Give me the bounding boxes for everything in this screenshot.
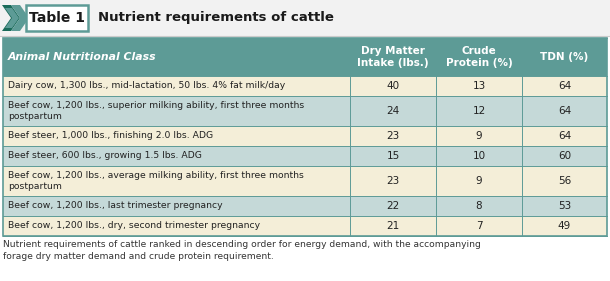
Polygon shape [11,5,29,31]
Text: 40: 40 [387,81,400,91]
Text: 64: 64 [558,106,571,116]
Text: 53: 53 [558,201,571,211]
Polygon shape [2,5,20,31]
Text: Crude
Protein (%): Crude Protein (%) [445,46,512,68]
Text: Table 1: Table 1 [29,11,85,25]
Text: Dry Matter
Intake (lbs.): Dry Matter Intake (lbs.) [357,46,429,68]
Text: 7: 7 [476,221,483,231]
Bar [3,38,607,236]
Text: 22: 22 [387,201,400,211]
Text: Beef steer, 1,000 lbs., finishing 2.0 lbs. ADG: Beef steer, 1,000 lbs., finishing 2.0 lb… [8,132,213,140]
Bar [3,76,607,96]
Bar [3,126,607,146]
Text: Beef cow, 1,200 lbs., superior milking ability, first three months
postpartum: Beef cow, 1,200 lbs., superior milking a… [8,101,304,121]
Text: 23: 23 [387,176,400,186]
Text: Dairy cow, 1,300 lbs., mid-lactation, 50 lbs. 4% fat milk/day: Dairy cow, 1,300 lbs., mid-lactation, 50… [8,81,285,90]
FancyBboxPatch shape [26,5,88,31]
Text: Animal Nutritional Class: Animal Nutritional Class [8,52,157,62]
Text: 8: 8 [476,201,483,211]
Text: 23: 23 [387,131,400,141]
Bar [3,96,607,126]
Text: 64: 64 [558,81,571,91]
Text: Beef cow, 1,200 lbs., average milking ability, first three months
postpartum: Beef cow, 1,200 lbs., average milking ab… [8,171,304,191]
Bar [3,146,607,166]
Text: 24: 24 [387,106,400,116]
Text: 64: 64 [558,131,571,141]
Text: 12: 12 [472,106,486,116]
Text: 9: 9 [476,131,483,141]
Text: 13: 13 [472,81,486,91]
Text: Nutrient requirements of cattle: Nutrient requirements of cattle [98,12,334,24]
Bar [3,196,607,216]
Text: Beef steer, 600 lbs., growing 1.5 lbs. ADG: Beef steer, 600 lbs., growing 1.5 lbs. A… [8,151,202,160]
Bar [3,38,607,76]
Bar [3,166,607,196]
Text: 15: 15 [387,151,400,161]
Text: 9: 9 [476,176,483,186]
Text: 56: 56 [558,176,571,186]
Bar [3,216,607,236]
Bar [0,0,610,36]
Text: Nutrient requirements of cattle ranked in descending order for energy demand, wi: Nutrient requirements of cattle ranked i… [3,240,481,261]
Text: Beef cow, 1,200 lbs., dry, second trimester pregnancy: Beef cow, 1,200 lbs., dry, second trimes… [8,221,260,230]
Text: 60: 60 [558,151,571,161]
Text: Beef cow, 1,200 lbs., last trimester pregnancy: Beef cow, 1,200 lbs., last trimester pre… [8,201,223,210]
Text: 49: 49 [558,221,571,231]
Text: 21: 21 [387,221,400,231]
Text: TDN (%): TDN (%) [540,52,589,62]
Text: 10: 10 [472,151,486,161]
Polygon shape [5,8,19,28]
